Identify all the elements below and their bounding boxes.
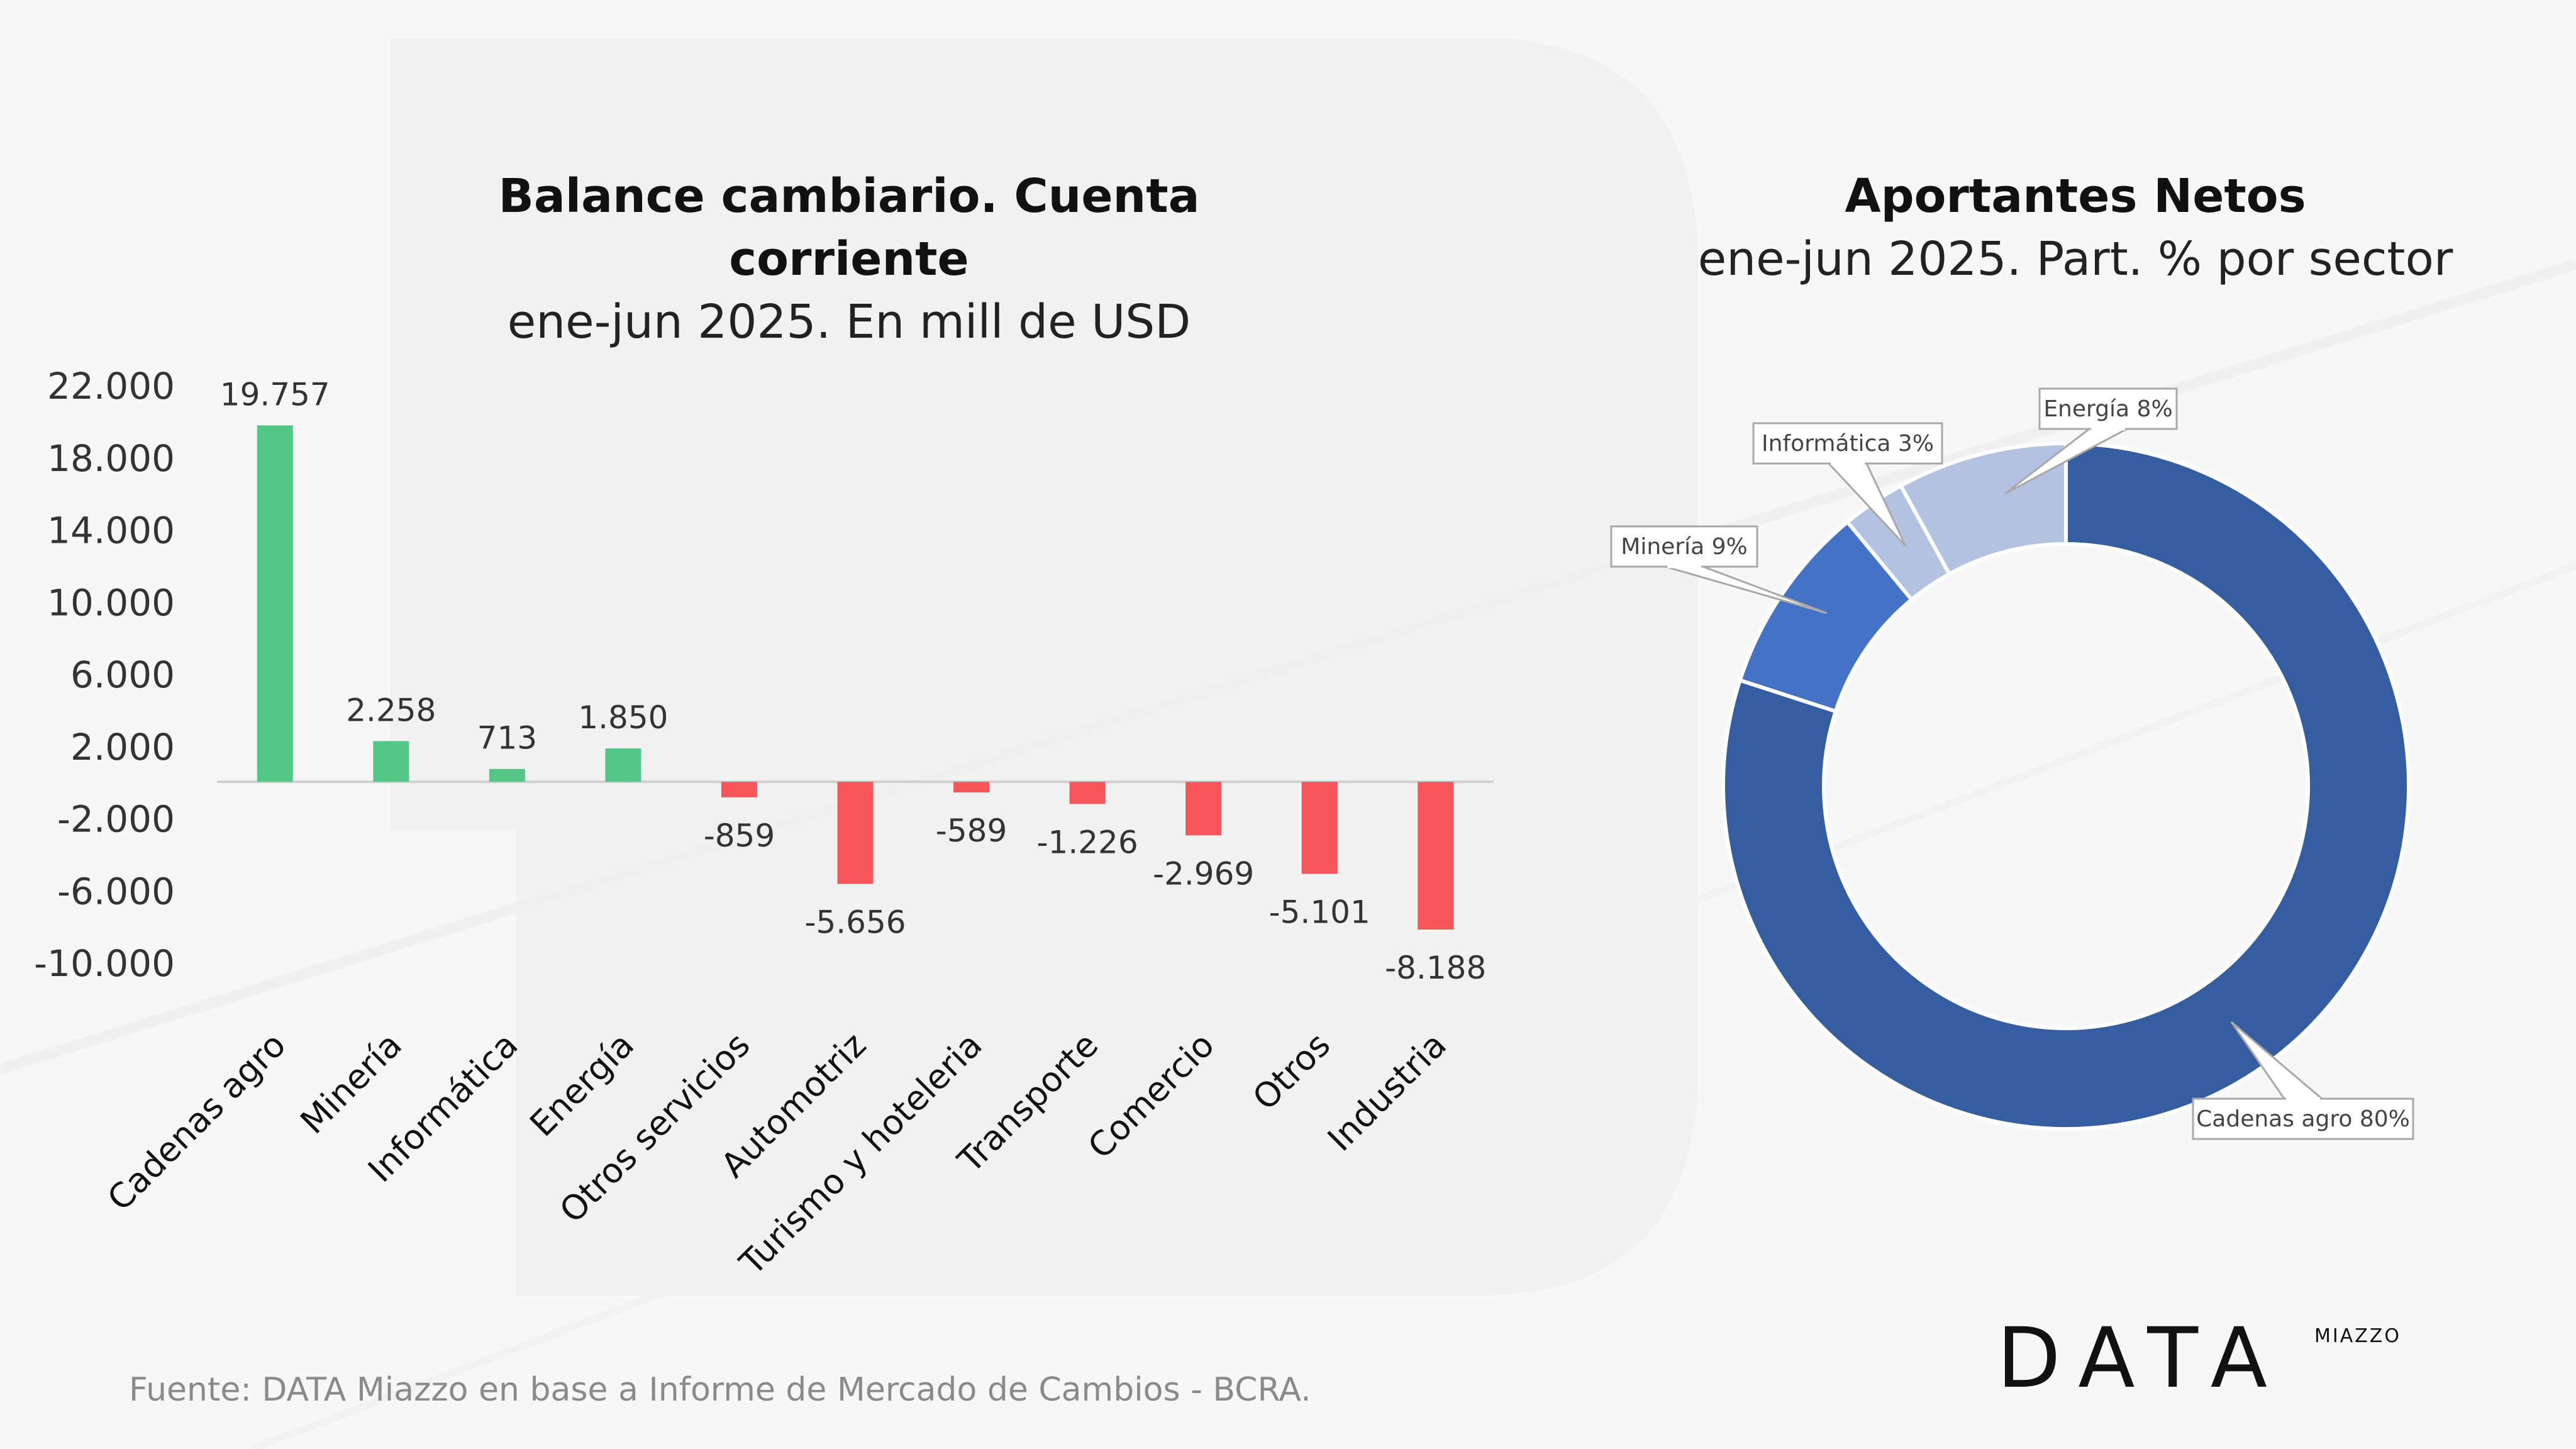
y-tick-label: 22.000: [47, 365, 175, 408]
y-tick-label: -2.000: [57, 798, 175, 841]
bar-comercio: [1185, 782, 1222, 836]
donut-slice-label: Informática 3%: [1762, 431, 1934, 457]
donut-chart-title-block: Aportantes Netos ene-jun 2025. Part. % p…: [1667, 165, 2484, 291]
bar-informática: [489, 769, 525, 782]
y-tick-label: 18.000: [47, 437, 175, 480]
logo-mini: MIAZZO: [2314, 1325, 2401, 1347]
y-tick-label: 6.000: [70, 653, 175, 696]
bar-cadenas-agro: [257, 425, 293, 782]
donut-chart-subtitle: ene-jun 2025. Part. % por sector: [1697, 232, 2453, 286]
watermark-d-shape: [390, 38, 1698, 1296]
donut-slice-label: Minería 9%: [1621, 534, 1747, 560]
callout-box: [1752, 422, 1943, 465]
bar-chart: 22.000 18.000 14.000 10.000 6.000 2.000 -2.000…: [34, 365, 1494, 1283]
bar-industria: [1418, 782, 1454, 930]
bar-value-label: -2.969: [1153, 855, 1254, 892]
bar-transporte: [1069, 782, 1106, 804]
bar-value-label: -589: [936, 813, 1007, 849]
y-tick-label: 14.000: [47, 509, 175, 552]
y-tick-label: -10.000: [34, 942, 175, 985]
bar-otros-servicios: [721, 782, 757, 797]
bar-value-label: -5.101: [1269, 894, 1370, 930]
bar-value-label: 19.757: [220, 376, 330, 413]
watermark-line: [250, 562, 2576, 1449]
bar-value-label: 2.258: [346, 692, 436, 728]
donut-slice-label: Energía 8%: [2043, 396, 2172, 422]
bar-automotriz: [837, 782, 874, 884]
bar-chart-title-block: Balance cambiario. Cuenta corriente ene-…: [377, 165, 1321, 353]
bar-value-label: -5.656: [804, 904, 906, 940]
logo-word: DATA: [1997, 1310, 2287, 1407]
bar-value-label: -859: [704, 818, 775, 854]
bar-otros: [1301, 782, 1338, 874]
bar-value-label: 713: [477, 720, 537, 757]
y-tick-label: 10.000: [47, 581, 175, 624]
donut-chart-title: Aportantes Netos: [1845, 169, 2306, 223]
bar-value-label: -1.226: [1036, 824, 1138, 860]
bar-value-label: 1.850: [578, 699, 668, 736]
donut-slice-label: Cadenas agro 80%: [2196, 1106, 2410, 1132]
donut-slice-energía: [1898, 441, 2068, 577]
donut-slice-cadenas-agro: [1721, 441, 2411, 1131]
bar-minería: [373, 741, 409, 782]
y-tick-label: 2.000: [70, 726, 175, 769]
source-note: Fuente: DATA Miazzo en base a Informe de…: [129, 1371, 1311, 1409]
y-tick-label: -6.000: [57, 870, 175, 913]
bar-chart-title: Balance cambiario. Cuenta corriente: [498, 169, 1200, 286]
data-miazzo-logo: DATA MIAZZO: [1997, 1311, 2406, 1406]
bar-turismo-y-hoteleria: [953, 782, 990, 793]
bar-chart-subtitle: ene-jun 2025. En mill de USD: [507, 295, 1191, 349]
bar-energía: [605, 748, 641, 782]
bar-value-label: -8.188: [1385, 950, 1486, 986]
